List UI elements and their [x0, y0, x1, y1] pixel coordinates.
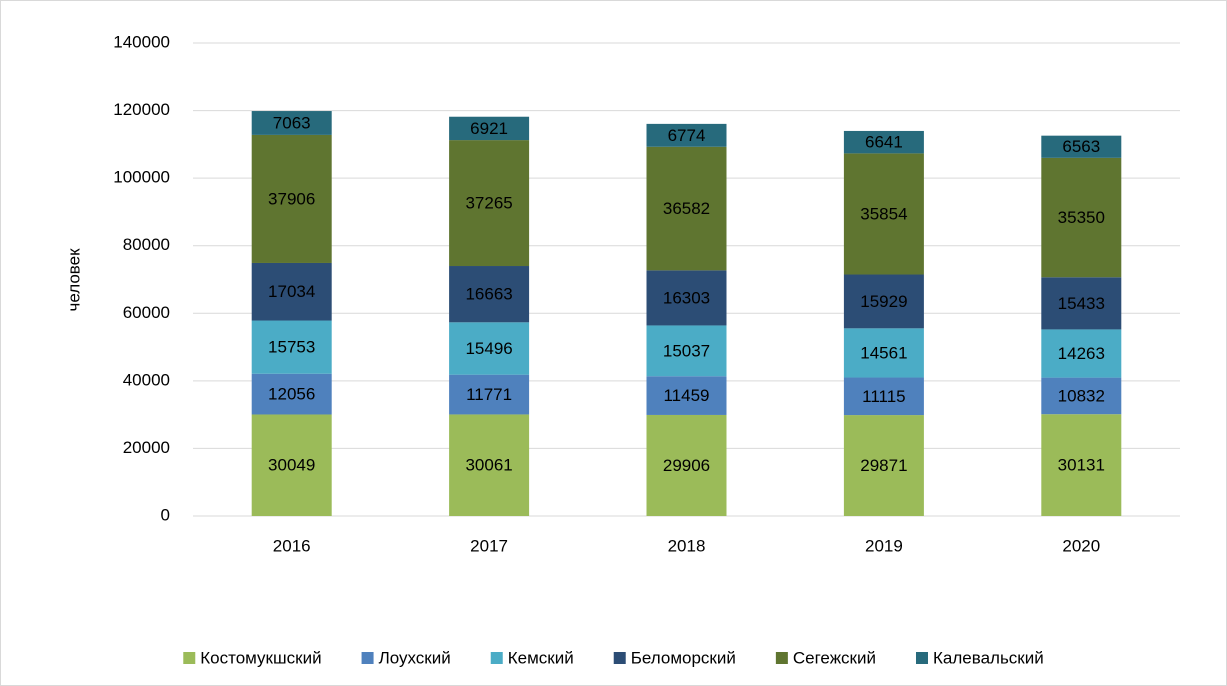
y-tick-label: 20000	[123, 438, 170, 457]
data-label: 6921	[470, 119, 508, 138]
data-label: 29871	[860, 456, 907, 475]
data-label: 17034	[268, 282, 315, 301]
bar-segment	[251, 414, 332, 516]
data-label: 11115	[862, 387, 906, 406]
bar-segment	[251, 320, 332, 374]
data-label: 6641	[865, 133, 903, 152]
bar-segment	[1041, 414, 1122, 516]
legend-label: Беломорский	[631, 648, 736, 667]
bar-segment	[1041, 135, 1122, 158]
legend-label: Сегежский	[793, 648, 876, 667]
data-label: 15753	[268, 338, 315, 357]
x-tick-label: 2016	[273, 536, 311, 555]
data-label: 36582	[663, 199, 710, 218]
legend-item: Сегежский	[775, 648, 876, 667]
data-label: 15496	[465, 339, 512, 358]
bar-segment	[251, 111, 332, 135]
legend-item: Лоухский	[361, 648, 451, 667]
data-label: 35854	[860, 204, 907, 223]
data-label: 29906	[663, 456, 710, 475]
x-tick-label: 2019	[865, 536, 903, 555]
legend-swatch	[361, 652, 374, 664]
data-label: 37265	[465, 194, 512, 213]
bar-segment	[646, 146, 727, 271]
bar-segment	[449, 140, 530, 267]
legend-item: Беломорский	[613, 648, 736, 667]
data-label: 37906	[268, 189, 315, 208]
bar-segment	[843, 328, 924, 378]
y-tick-label: 140000	[113, 32, 170, 51]
data-label: 15433	[1058, 294, 1105, 313]
bar-segment	[843, 153, 924, 275]
legend-label: Кемский	[508, 648, 574, 667]
legend-swatch	[613, 652, 626, 664]
bar-segment	[251, 262, 332, 321]
bar-segment	[646, 123, 727, 147]
bar-segment	[251, 134, 332, 263]
data-label: 12056	[268, 385, 315, 404]
bar-segment	[843, 377, 924, 416]
legend-swatch	[915, 652, 928, 664]
data-label: 15929	[860, 292, 907, 311]
data-label: 6774	[668, 126, 706, 145]
data-label: 10832	[1058, 386, 1105, 405]
bar-segment	[843, 415, 924, 516]
data-label: 14561	[860, 343, 907, 362]
bar-segment	[1041, 329, 1122, 378]
data-label: 15037	[663, 341, 710, 360]
bar-segment	[251, 373, 332, 415]
y-axis-label: человек	[64, 248, 83, 312]
data-label: 30049	[268, 456, 315, 475]
x-tick-label: 2018	[668, 536, 706, 555]
legend-swatch	[183, 652, 196, 664]
bar-segment	[843, 274, 924, 329]
data-label: 7063	[273, 113, 311, 132]
bar-segment	[1041, 377, 1122, 415]
legend-label: Лоухский	[379, 648, 451, 667]
y-tick-label: 80000	[123, 235, 170, 254]
bar-segment	[449, 322, 530, 375]
legend-label: Калевальский	[933, 648, 1044, 667]
bar-segment	[449, 116, 530, 141]
data-label: 30061	[465, 456, 512, 475]
bar-segment	[449, 266, 530, 323]
x-tick-label: 2020	[1062, 536, 1100, 555]
legend-item: Калевальский	[915, 648, 1044, 667]
x-tick-label: 2017	[470, 536, 508, 555]
data-label: 14263	[1058, 344, 1105, 363]
y-tick-label: 0	[161, 505, 170, 524]
data-label: 35350	[1058, 208, 1105, 227]
y-tick-label: 60000	[123, 303, 170, 322]
bar-segment	[646, 376, 727, 415]
y-tick-label: 40000	[123, 370, 170, 389]
data-label: 16303	[663, 288, 710, 307]
legend-swatch	[775, 652, 788, 664]
bar-segment	[1041, 157, 1122, 278]
legend-item: Костомукшский	[183, 648, 322, 667]
data-label: 30131	[1058, 456, 1105, 475]
bar-segment	[449, 374, 530, 415]
bar-segment	[1041, 277, 1122, 330]
legend-item: Кемский	[490, 648, 574, 667]
y-tick-label: 100000	[113, 168, 170, 187]
bar-segment	[843, 130, 924, 154]
data-label: 16663	[465, 285, 512, 304]
y-tick-label: 120000	[113, 100, 170, 119]
legend-swatch	[490, 652, 503, 664]
legend-label: Костомукшский	[200, 648, 321, 667]
bar-segment	[646, 414, 727, 516]
data-label: 6563	[1062, 137, 1100, 156]
bar-segment	[449, 414, 530, 516]
bar-segment	[646, 325, 727, 377]
bar-segment	[646, 270, 727, 326]
data-label: 11459	[663, 386, 709, 405]
data-label: 11771	[466, 385, 512, 404]
